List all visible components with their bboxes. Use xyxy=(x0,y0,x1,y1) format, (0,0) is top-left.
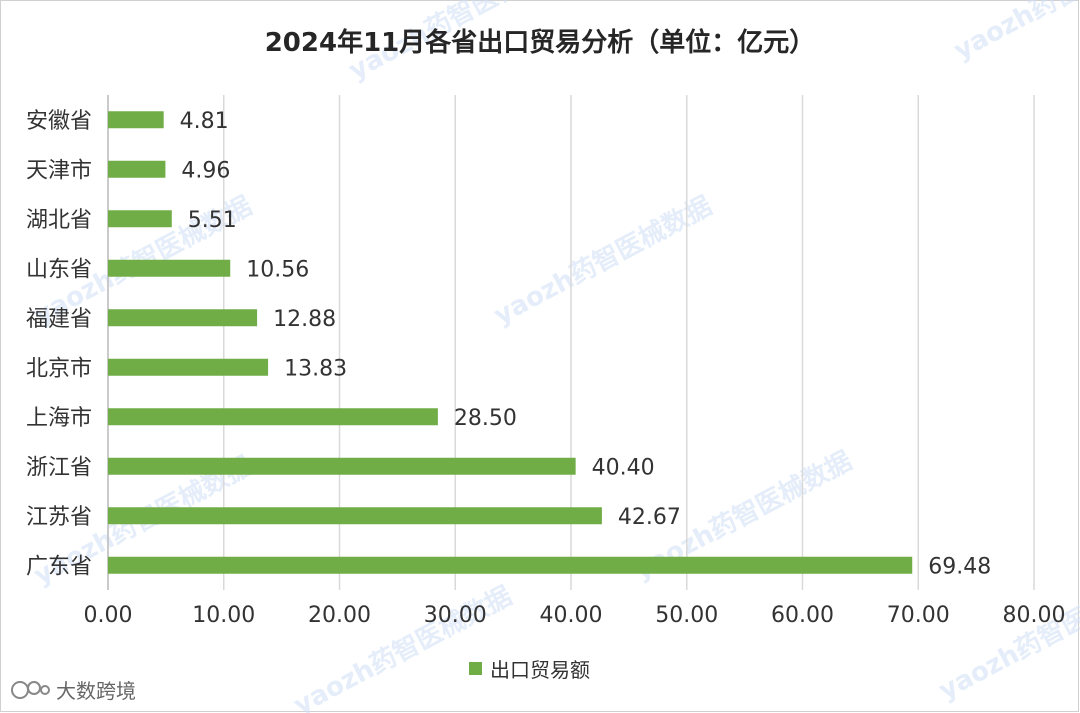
x-tick-label: 80.00 xyxy=(1003,603,1066,628)
bar xyxy=(108,160,166,178)
value-labels: 4.81 4.96 5.51 10.56 12.88 13.83 28.50 40.40 42.… xyxy=(180,109,992,580)
category-label: 湖北省 xyxy=(26,208,92,233)
bar xyxy=(108,309,258,327)
brand-name: 大数跨境 xyxy=(56,679,136,703)
legend: 出口贸易额 xyxy=(469,658,590,682)
category-label: 广东省 xyxy=(26,554,92,579)
data-label: 40.40 xyxy=(592,455,655,480)
data-label: 13.83 xyxy=(284,356,347,381)
bars xyxy=(108,111,913,574)
data-label: 4.81 xyxy=(180,109,229,134)
legend-label: 出口贸易额 xyxy=(490,658,590,682)
bar xyxy=(108,507,602,525)
category-label: 山东省 xyxy=(26,257,92,282)
chart-title: 2024年11月各省出口贸易分析（单位：亿元） xyxy=(265,27,816,58)
category-label: 北京市 xyxy=(26,356,92,381)
x-axis-tick-labels: 0.00 10.00 20.00 30.00 40.00 50.00 60.00 70.00 8… xyxy=(84,603,1066,628)
category-label: 上海市 xyxy=(26,406,92,431)
data-label: 10.56 xyxy=(246,257,309,282)
x-tick-label: 30.00 xyxy=(424,603,487,628)
x-tick-label: 70.00 xyxy=(887,603,950,628)
bar xyxy=(108,111,164,129)
legend-swatch xyxy=(469,662,482,675)
category-label: 江苏省 xyxy=(26,505,92,530)
x-tick-label: 20.00 xyxy=(308,603,371,628)
footer-brand: 大数跨境 xyxy=(11,679,136,703)
x-tick-label: 0.00 xyxy=(84,603,133,628)
x-tick-label: 10.00 xyxy=(192,603,255,628)
category-label: 天津市 xyxy=(26,158,92,183)
x-tick-label: 40.00 xyxy=(540,603,603,628)
x-tick-label: 50.00 xyxy=(655,603,718,628)
watermark-text: yaozh药智医械数据 xyxy=(934,566,1080,706)
bar xyxy=(108,210,172,228)
bar xyxy=(108,408,438,426)
bar xyxy=(108,556,913,574)
brand-logo-icon xyxy=(11,681,50,699)
bar xyxy=(108,259,231,277)
data-label: 4.96 xyxy=(181,158,230,183)
watermark-text: yaozh药智医械数据 xyxy=(489,191,717,331)
x-tick-label: 60.00 xyxy=(771,603,834,628)
data-label: 5.51 xyxy=(188,208,237,233)
category-label: 安徽省 xyxy=(26,109,92,134)
data-label: 28.50 xyxy=(454,406,517,431)
category-label: 福建省 xyxy=(26,307,92,332)
category-label: 浙江省 xyxy=(26,455,92,480)
watermark-text: yaozh药智医械数据 xyxy=(949,0,1080,66)
bar xyxy=(108,358,269,376)
bar xyxy=(108,457,576,475)
data-label: 69.48 xyxy=(928,554,991,579)
watermark-text: yaozh药智医械数据 xyxy=(289,581,517,713)
data-label: 12.88 xyxy=(273,307,336,332)
data-label: 42.67 xyxy=(618,505,681,530)
